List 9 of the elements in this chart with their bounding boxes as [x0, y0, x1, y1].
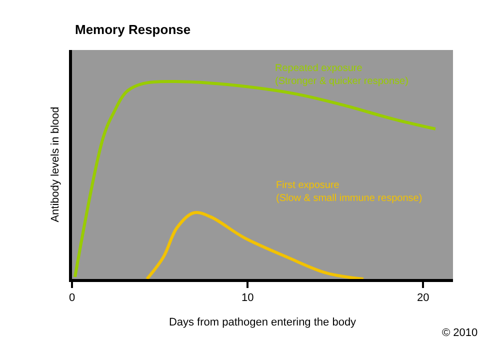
text: First exposure (Slow & small immune response) — [276, 180, 422, 204]
series-label: Repeated exposure (Stronger & quicker response) — [275, 63, 408, 87]
chart-title: Memory Response — [75, 22, 191, 37]
x-tick-label: 20 — [417, 292, 430, 304]
x-axis-title: Days from pathogen entering the body — [168, 316, 357, 328]
x-tick-label: 10 — [241, 292, 254, 304]
text: © 2010 — [442, 327, 478, 339]
y-axis-title: Antibody levels in blood — [50, 106, 62, 222]
x-tick-label: 0 — [68, 292, 76, 304]
